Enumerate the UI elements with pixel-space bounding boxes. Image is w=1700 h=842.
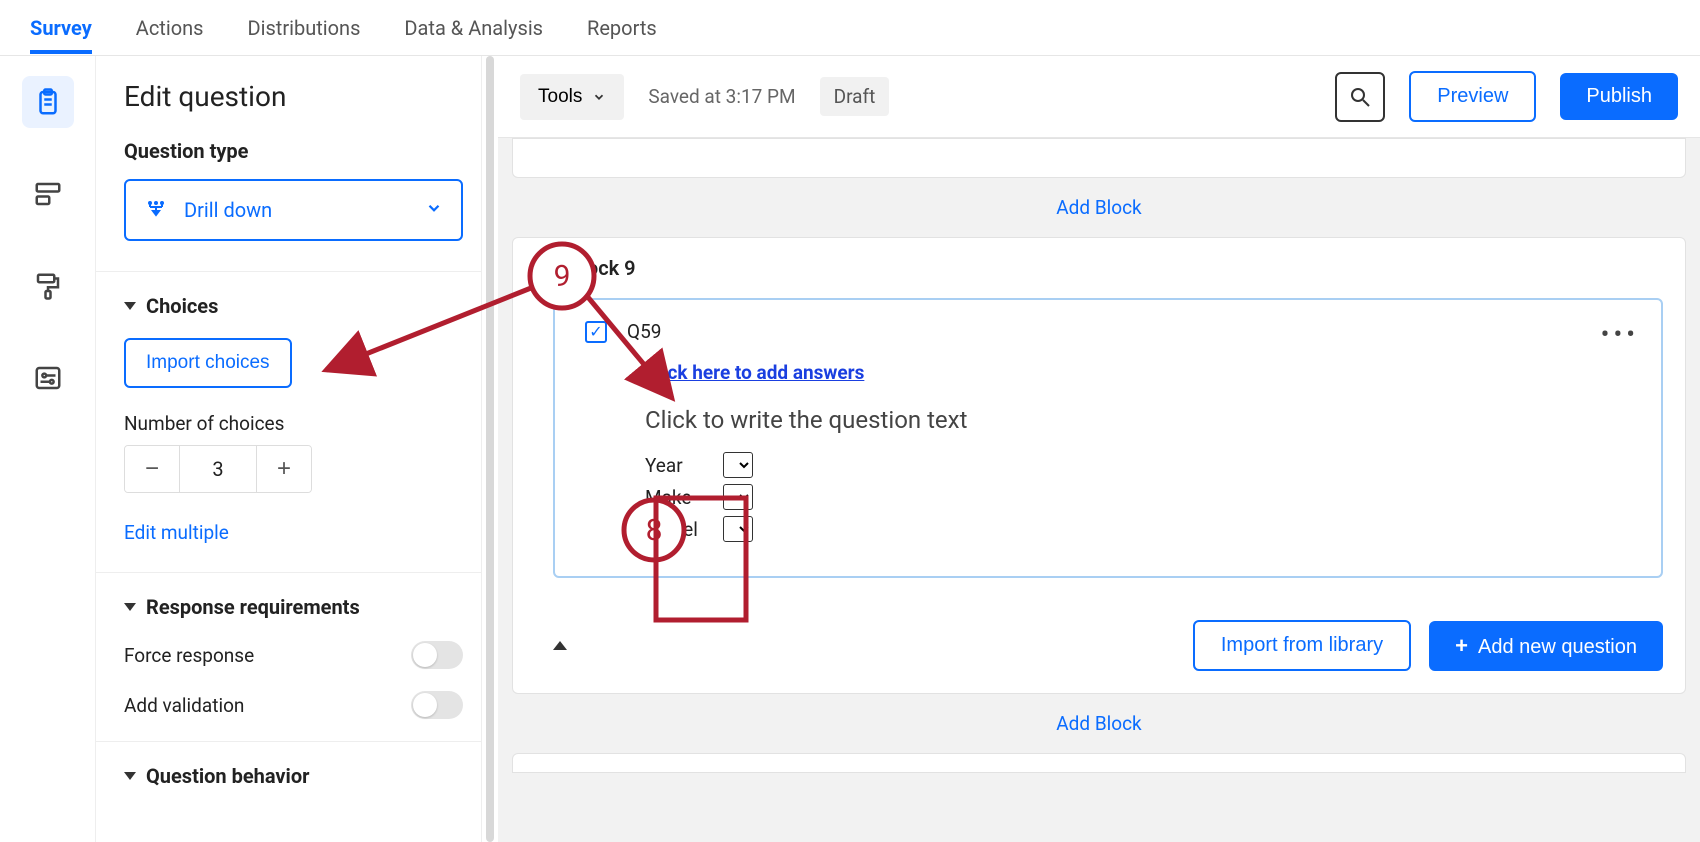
drilldown-select-year[interactable] xyxy=(723,452,753,478)
block-collapse-toggle[interactable] xyxy=(539,264,551,272)
question-type-select[interactable]: Drill down xyxy=(124,179,463,241)
rail-options-button[interactable] xyxy=(22,352,74,404)
drilldown-select-model[interactable] xyxy=(723,516,753,542)
paint-roller-icon xyxy=(33,271,63,301)
drilldown-row: Make xyxy=(645,484,1635,510)
choices-header-label: Choices xyxy=(146,294,218,318)
force-response-toggle[interactable] xyxy=(411,641,463,669)
caret-down-icon xyxy=(124,603,136,611)
force-response-label: Force response xyxy=(124,644,254,667)
tab-actions[interactable]: Actions xyxy=(136,2,204,54)
chevron-down-icon xyxy=(592,90,606,104)
tab-survey[interactable]: Survey xyxy=(30,2,92,54)
rail-look-feel-button[interactable] xyxy=(22,260,74,312)
block-scroll-up[interactable] xyxy=(553,641,567,650)
drilldown-table: Year Make Model xyxy=(645,452,1635,542)
drilldown-row: Model xyxy=(645,516,1635,542)
question-id: Q59 xyxy=(627,320,661,343)
import-from-library-button[interactable]: Import from library xyxy=(1193,620,1411,671)
block-card: Block 9 ••• ✓ Q59 Click here to add answ… xyxy=(512,237,1686,694)
draft-badge: Draft xyxy=(820,77,890,116)
clipboard-icon xyxy=(33,87,63,117)
response-req-label: Response requirements xyxy=(146,595,360,619)
question-card[interactable]: ••• ✓ Q59 Click here to add answers Clic… xyxy=(553,298,1663,578)
tab-data-analysis[interactable]: Data & Analysis xyxy=(404,2,543,54)
question-type-value: Drill down xyxy=(184,198,272,222)
num-choices-label: Number of choices xyxy=(124,412,463,435)
question-type-label: Question type xyxy=(124,139,463,163)
edit-panel: Edit question Question type Drill down C… xyxy=(96,56,482,842)
add-validation-toggle[interactable] xyxy=(411,691,463,719)
previous-block-stub xyxy=(512,138,1686,178)
tools-label: Tools xyxy=(538,86,582,108)
tab-distributions[interactable]: Distributions xyxy=(247,2,360,54)
search-icon xyxy=(1348,85,1372,109)
add-validation-label: Add validation xyxy=(124,694,244,717)
drilldown-label[interactable]: Year xyxy=(645,454,703,477)
import-choices-button[interactable]: Import choices xyxy=(124,338,292,388)
plus-icon: + xyxy=(1455,633,1468,658)
caret-down-icon xyxy=(124,302,136,310)
top-nav: Survey Actions Distributions Data & Anal… xyxy=(0,0,1700,56)
block-title: Block 9 xyxy=(569,256,636,280)
drilldown-label[interactable]: Model xyxy=(645,518,703,541)
question-behavior-label: Question behavior xyxy=(146,764,309,788)
choices-header[interactable]: Choices xyxy=(124,294,463,318)
drilldown-icon xyxy=(144,198,168,222)
edit-multiple-link[interactable]: Edit multiple xyxy=(124,521,229,544)
response-req-header[interactable]: Response requirements xyxy=(124,595,463,619)
rail-flow-button[interactable] xyxy=(22,168,74,220)
drilldown-label[interactable]: Make xyxy=(645,486,703,509)
saved-status: Saved at 3:17 PM xyxy=(648,85,795,108)
canvas-toolbar: Tools Saved at 3:17 PM Draft Preview Pub… xyxy=(498,56,1700,138)
question-select-checkbox[interactable]: ✓ xyxy=(585,321,607,343)
question-behavior-header[interactable]: Question behavior xyxy=(124,764,463,788)
publish-button[interactable]: Publish xyxy=(1560,73,1678,120)
rail-builder-button[interactable] xyxy=(22,76,74,128)
preview-button[interactable]: Preview xyxy=(1409,71,1536,122)
add-block-link-bottom[interactable]: Add Block xyxy=(512,694,1686,753)
next-block-stub xyxy=(512,753,1686,773)
decrement-button[interactable]: − xyxy=(125,446,179,492)
num-choices-value: 3 xyxy=(179,446,257,492)
panel-resize-handle[interactable] xyxy=(482,56,498,842)
question-more-button[interactable]: ••• xyxy=(1601,320,1639,350)
left-rail xyxy=(0,56,96,842)
tools-menu-button[interactable]: Tools xyxy=(520,74,624,120)
chevron-down-icon xyxy=(425,198,443,222)
tab-reports[interactable]: Reports xyxy=(587,2,657,54)
add-new-question-button[interactable]: + Add new question xyxy=(1429,621,1663,671)
layout-icon xyxy=(33,179,63,209)
drilldown-row: Year xyxy=(645,452,1635,478)
drilldown-select-make[interactable] xyxy=(723,484,753,510)
increment-button[interactable]: + xyxy=(257,446,311,492)
num-choices-stepper: − 3 + xyxy=(124,445,312,493)
question-text-placeholder[interactable]: Click to write the question text xyxy=(645,406,1635,434)
caret-down-icon xyxy=(124,772,136,780)
add-answers-link[interactable]: Click here to add answers xyxy=(645,361,864,384)
search-button[interactable] xyxy=(1335,72,1385,122)
settings-panel-icon xyxy=(33,363,63,393)
survey-stage: Add Block Block 9 ••• ✓ Q59 Click here t… xyxy=(498,138,1700,842)
add-question-label: Add new question xyxy=(1478,636,1637,658)
add-block-link-top[interactable]: Add Block xyxy=(512,178,1686,237)
canvas: Tools Saved at 3:17 PM Draft Preview Pub… xyxy=(498,56,1700,842)
panel-title: Edit question xyxy=(124,80,463,113)
